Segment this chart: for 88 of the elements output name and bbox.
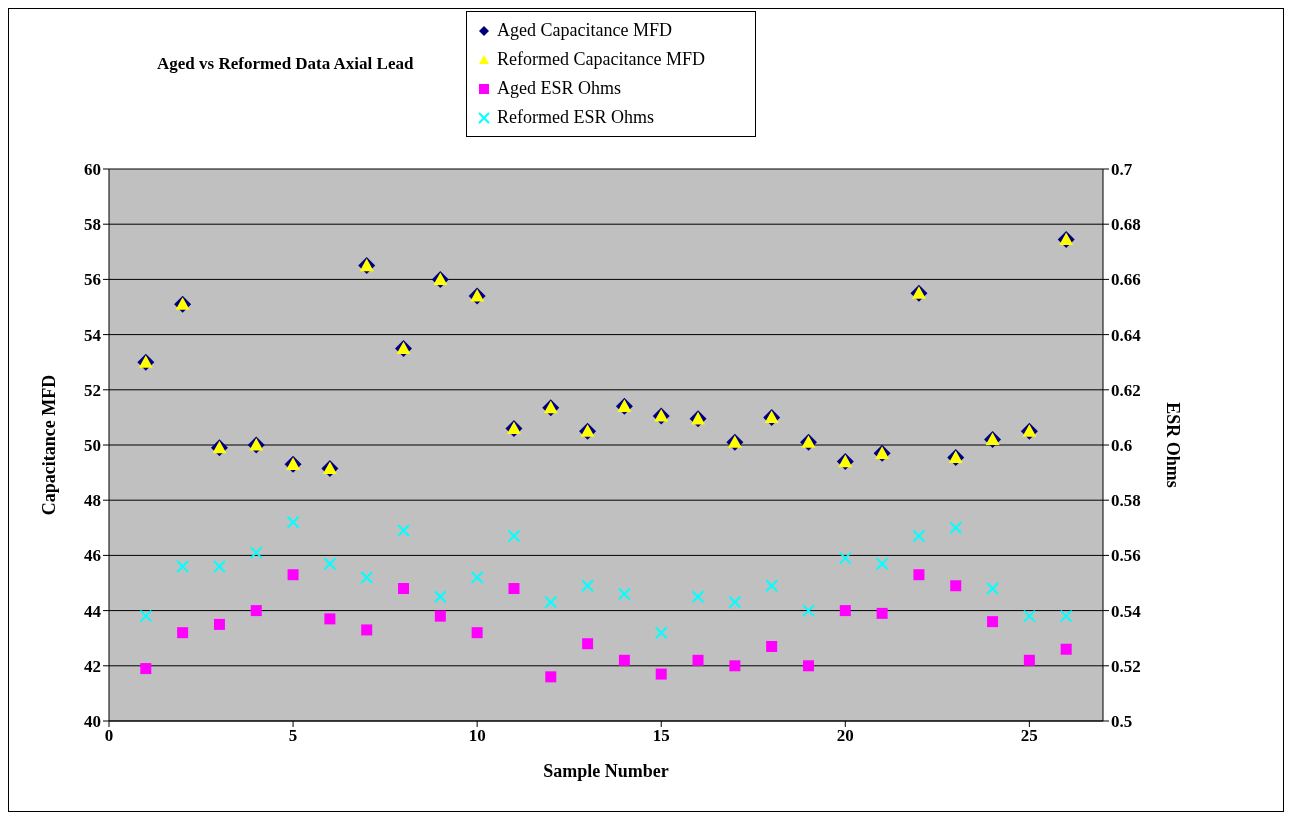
y-tick-label: 50 [84, 436, 101, 456]
x-tick-label: 15 [652, 726, 670, 746]
y-tick-label: 40 [84, 712, 101, 732]
point [729, 660, 741, 672]
y2-tick-label: 0.62 [1111, 380, 1141, 400]
y-tick-label: 52 [84, 380, 101, 400]
point [323, 557, 337, 571]
x-tick-label: 10 [468, 726, 486, 746]
point [398, 583, 410, 595]
point [360, 570, 374, 584]
point [1022, 609, 1036, 623]
point [213, 618, 225, 630]
point [249, 546, 263, 560]
point [876, 607, 888, 619]
point [545, 671, 557, 683]
point [286, 515, 300, 529]
point [397, 524, 411, 538]
point [949, 521, 963, 535]
point [801, 604, 815, 618]
point [250, 605, 262, 617]
point [728, 595, 742, 609]
point [361, 624, 373, 636]
legend-label: Aged Capacitance MFD [497, 20, 672, 41]
point [655, 668, 667, 680]
legend-label: Reformed Capacitance MFD [497, 49, 705, 70]
point [875, 557, 889, 571]
point [287, 569, 299, 581]
point [692, 654, 704, 666]
y-axis-title: Capacitance MFD [39, 374, 60, 516]
y2-tick-label: 0.52 [1111, 656, 1141, 676]
point [582, 638, 594, 650]
y2-axis-title: ESR Ohms [1162, 402, 1183, 488]
point [802, 660, 814, 672]
point [470, 570, 484, 584]
point [544, 595, 558, 609]
y2-tick-label: 0.56 [1111, 546, 1141, 566]
point [471, 627, 483, 639]
point [950, 580, 962, 592]
y2-tick-label: 0.66 [1111, 270, 1141, 290]
point [765, 579, 779, 593]
point [176, 559, 190, 573]
y2-tick-label: 0.64 [1111, 325, 1142, 345]
point [177, 627, 189, 639]
point [324, 613, 336, 625]
point [434, 610, 446, 622]
y-tick-label: 46 [84, 546, 101, 566]
point [1060, 643, 1072, 655]
y2-tick-label: 0.7 [1111, 160, 1133, 180]
point [581, 579, 595, 593]
x-tick-label: 20 [836, 726, 854, 746]
x-axis-title: Sample Number [543, 761, 669, 781]
y2-tick-label: 0.58 [1111, 491, 1141, 511]
point [508, 583, 520, 595]
y2-tick-label: 0.68 [1111, 215, 1141, 235]
chart-title: Aged vs Reformed Data Axial Lead [157, 54, 414, 74]
x-tick-label: 5 [288, 726, 298, 746]
y-tick-label: 44 [84, 601, 102, 621]
point [912, 529, 926, 543]
point [507, 529, 521, 543]
point [691, 590, 705, 604]
point [839, 605, 851, 617]
y-tick-label: 60 [84, 160, 101, 180]
point [766, 640, 778, 652]
y-tick-label: 56 [84, 270, 101, 290]
point [433, 590, 447, 604]
legend-label: Aged ESR Ohms [497, 78, 622, 99]
x-tick-label: 25 [1020, 726, 1038, 746]
point [140, 663, 152, 675]
legend-label: Reformed ESR Ohms [497, 107, 655, 128]
x-tick-label: 0 [104, 726, 114, 746]
point [618, 654, 630, 666]
point [654, 626, 668, 640]
y-tick-label: 54 [84, 325, 102, 345]
y2-tick-label: 0.6 [1111, 436, 1133, 456]
point [212, 559, 226, 573]
point [1059, 609, 1073, 623]
y-tick-label: 58 [84, 215, 101, 235]
y-tick-label: 42 [84, 656, 101, 676]
y2-tick-label: 0.5 [1111, 712, 1133, 732]
point [139, 609, 153, 623]
point [1023, 654, 1035, 666]
y-tick-label: 48 [84, 491, 101, 511]
point [913, 569, 925, 581]
point [987, 616, 999, 628]
point [838, 551, 852, 565]
point [986, 582, 1000, 596]
point [617, 587, 631, 601]
y2-tick-label: 0.54 [1111, 601, 1142, 621]
